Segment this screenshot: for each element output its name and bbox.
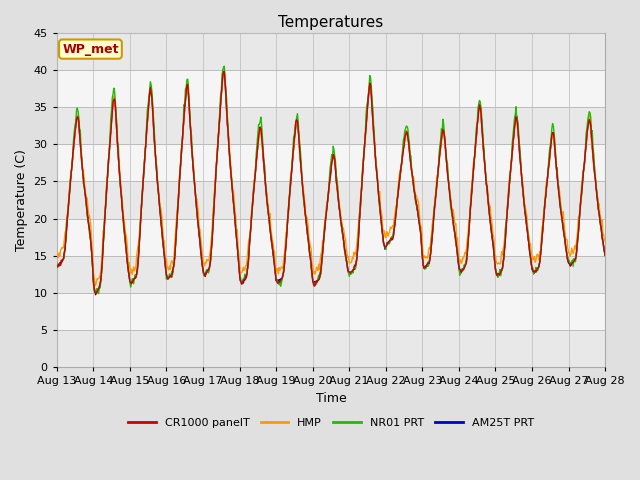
Bar — [57, 33, 605, 70]
Bar — [57, 330, 605, 367]
Text: WP_met: WP_met — [62, 43, 118, 56]
Title: Temperatures: Temperatures — [278, 15, 383, 30]
Legend: CR1000 panelT, HMP, NR01 PRT, AM25T PRT: CR1000 panelT, HMP, NR01 PRT, AM25T PRT — [124, 413, 538, 432]
Bar — [57, 107, 605, 144]
Bar — [57, 256, 605, 293]
Bar — [57, 70, 605, 107]
Bar — [57, 144, 605, 181]
X-axis label: Time: Time — [316, 392, 346, 405]
Y-axis label: Temperature (C): Temperature (C) — [15, 149, 28, 251]
Bar — [57, 293, 605, 330]
Bar — [57, 181, 605, 218]
Bar — [57, 218, 605, 256]
